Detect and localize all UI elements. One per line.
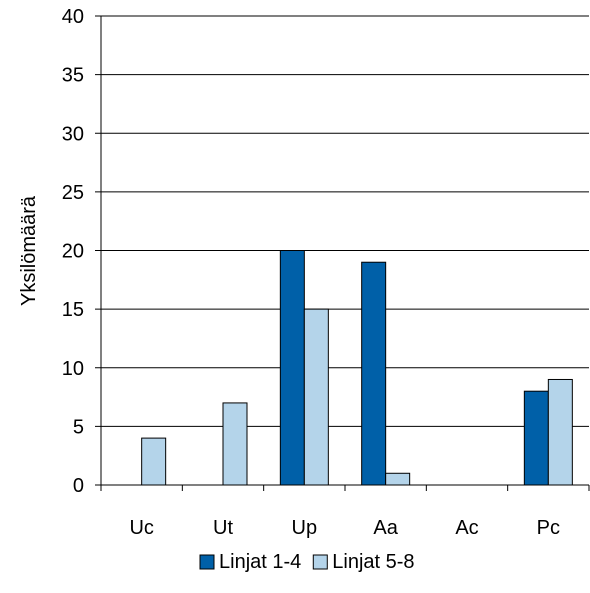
bar-linjat-5-8-pc <box>547 378 573 486</box>
y-tick-label: 25 <box>62 182 84 204</box>
bars <box>141 250 573 486</box>
y-tick-label: 30 <box>62 123 84 145</box>
x-tick-label: Ut <box>213 517 233 539</box>
y-tick-label: 10 <box>62 358 84 380</box>
bar-linjat-5-8-ut <box>222 402 248 486</box>
axes <box>95 15 590 491</box>
y-axis-label: Yksilömäärä <box>18 195 40 306</box>
x-tick-label: Pc <box>537 517 560 539</box>
legend-swatch <box>312 554 328 570</box>
y-tick-label: 15 <box>62 299 84 321</box>
legend-swatch <box>199 554 215 570</box>
bar-linjat-5-8-uc <box>141 437 167 486</box>
y-tick-label: 20 <box>62 241 84 263</box>
legend-label: Linjat 5-8 <box>332 551 414 573</box>
y-tick-labels: 0 5 10 15 20 25 30 35 40 <box>62 6 84 497</box>
bar-linjat-1-4-aa <box>361 261 387 486</box>
x-tick-label: Ac <box>455 517 478 539</box>
y-tick-label: 40 <box>62 6 84 28</box>
x-tick-label: Up <box>292 517 318 539</box>
bar-linjat-5-8-aa <box>385 472 411 486</box>
y-tick-label: 35 <box>62 65 84 87</box>
bar-linjat-1-4-up <box>279 250 305 486</box>
bar-linjat-5-8-up <box>303 308 329 486</box>
bar-linjat-1-4-pc <box>523 390 549 486</box>
x-tick-label: Uc <box>129 517 153 539</box>
x-tick-label: Aa <box>373 517 398 539</box>
y-tick-label: 5 <box>73 416 84 438</box>
legend: Linjat 1-4 Linjat 5-8 <box>199 551 415 573</box>
y-tick-label: 0 <box>73 475 84 497</box>
gridlines <box>101 15 589 427</box>
x-tick-labels: Uc Ut Up Aa Ac Pc <box>129 517 560 539</box>
legend-label: Linjat 1-4 <box>219 551 301 573</box>
